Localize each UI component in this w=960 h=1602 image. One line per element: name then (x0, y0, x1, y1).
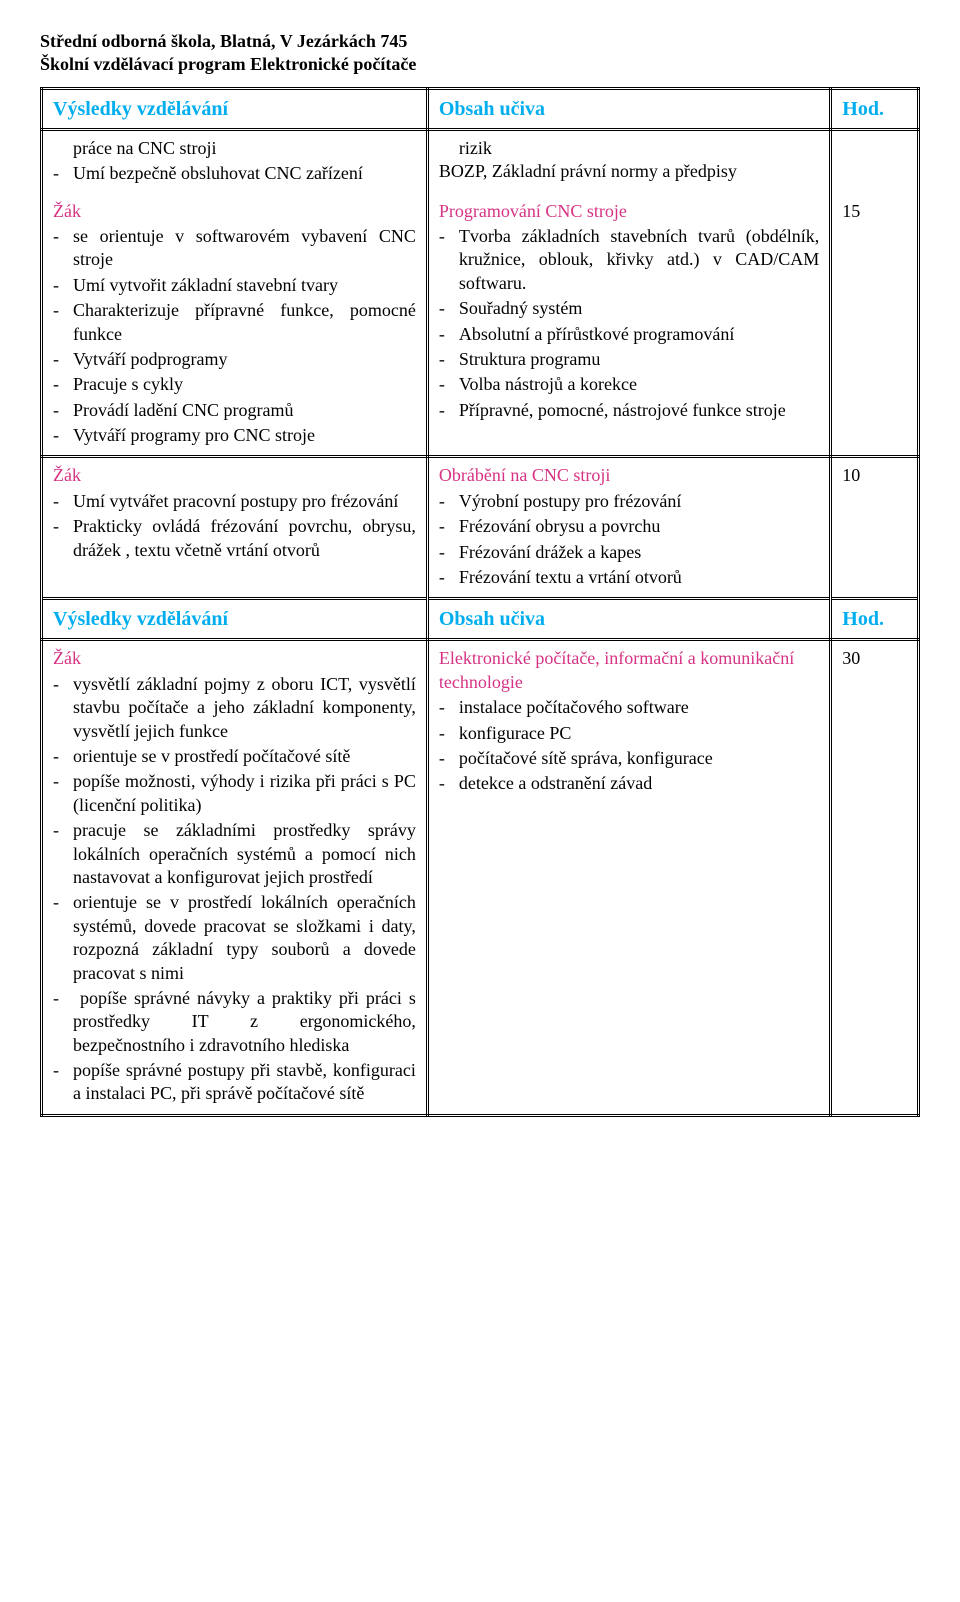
content-cell: Obrábění na CNC stroji Výrobní postupy p… (427, 457, 830, 599)
document-header: Střední odborná škola, Blatná, V Jezárká… (40, 30, 920, 77)
list-item: se orientuje v softwarovém vybavení CNC … (53, 225, 416, 272)
list-item: Vytváří programy pro CNC stroje (53, 424, 416, 447)
content-cell: Elektronické počítače, informační a komu… (427, 640, 830, 1115)
list-item: Pracuje s cykly (53, 373, 416, 396)
zak-label: Žák (53, 464, 416, 487)
results-list: vysvětlí základní pojmy z oboru ICT, vys… (53, 673, 416, 1106)
list-item: Umí vytvořit základní stavební tvary (53, 274, 416, 297)
list-item: Charakterizuje přípravné funkce, pomocné… (53, 299, 416, 346)
content-cell: rizik BOZP, Základní právní normy a před… (427, 129, 830, 193)
header-line-1: Střední odborná škola, Blatná, V Jezárká… (40, 30, 920, 53)
list-item: Frézování drážek a kapes (439, 541, 819, 564)
hours-cell: 10 (831, 457, 919, 599)
hours-cell: 15 (831, 194, 919, 457)
list-item: orientuje se v prostředí počítačové sítě (53, 745, 416, 768)
content-cell: Programování CNC stroje Tvorba základníc… (427, 194, 830, 457)
list-item: popíše správné návyky a praktiky při prá… (53, 987, 416, 1057)
list-item: detekce a odstranění závad (439, 772, 819, 795)
results-list: Umí bezpečně obsluhovat CNC zařízení (53, 162, 416, 185)
hours-cell (831, 129, 919, 193)
list-item: počítačové sítě správa, konfigurace (439, 747, 819, 770)
col-header-content: Obsah učiva (427, 599, 830, 640)
curriculum-table: Výsledky vzdělávání Obsah učiva Hod. prá… (40, 87, 920, 1117)
col-header-results: Výsledky vzdělávání (42, 88, 428, 129)
results-cell: Žák se orientuje v softwarovém vybavení … (42, 194, 428, 457)
content-title: Programování CNC stroje (439, 200, 819, 223)
results-cell: práce na CNC stroji Umí bezpečně obsluho… (42, 129, 428, 193)
prev-continuation: práce na CNC stroji (53, 137, 416, 160)
table-row: Žák Umí vytvářet pracovní postupy pro fr… (42, 457, 919, 599)
results-list: se orientuje v softwarovém vybavení CNC … (53, 225, 416, 448)
table-row: Žák vysvětlí základní pojmy z oboru ICT,… (42, 640, 919, 1115)
content-list: Výrobní postupy pro frézování Frézování … (439, 490, 819, 590)
col-header-hours: Hod. (831, 88, 919, 129)
list-item: Tvorba základních stavebních tvarů (obdé… (439, 225, 819, 295)
hours-cell: 30 (831, 640, 919, 1115)
list-item: pracuje se základními prostředky správy … (53, 819, 416, 889)
list-item: konfigurace PC (439, 722, 819, 745)
content-text: BOZP, Základní právní normy a předpisy (439, 160, 819, 183)
content-title: Elektronické počítače, informační a komu… (439, 647, 819, 694)
list-item: orientuje se v prostředí lokálních opera… (53, 891, 416, 985)
results-list: Umí vytvářet pracovní postupy pro frézov… (53, 490, 416, 562)
table-header-row: Výsledky vzdělávání Obsah učiva Hod. (42, 599, 919, 640)
list-item: Umí vytvářet pracovní postupy pro frézov… (53, 490, 416, 513)
list-item: Absolutní a přírůstkové programování (439, 323, 819, 346)
list-item: popíše možnosti, výhody i rizika při prá… (53, 770, 416, 817)
list-item: Provádí ladění CNC programů (53, 399, 416, 422)
list-item: Frézování textu a vrtání otvorů (439, 566, 819, 589)
list-item: Výrobní postupy pro frézování (439, 490, 819, 513)
prev-continuation-right: rizik (439, 137, 819, 160)
table-row: práce na CNC stroji Umí bezpečně obsluho… (42, 129, 919, 193)
col-header-results: Výsledky vzdělávání (42, 599, 428, 640)
list-item: Struktura programu (439, 348, 819, 371)
list-item: popíše správné postupy při stavbě, konfi… (53, 1059, 416, 1106)
content-title: Obrábění na CNC stroji (439, 464, 819, 487)
list-item: instalace počítačového software (439, 696, 819, 719)
table-header-row: Výsledky vzdělávání Obsah učiva Hod. (42, 88, 919, 129)
results-cell: Žák Umí vytvářet pracovní postupy pro fr… (42, 457, 428, 599)
zak-label: Žák (53, 200, 416, 223)
col-header-content: Obsah učiva (427, 88, 830, 129)
content-list: Tvorba základních stavebních tvarů (obdé… (439, 225, 819, 422)
list-item: Přípravné, pomocné, nástrojové funkce st… (439, 399, 819, 422)
list-item: Prakticky ovládá frézování povrchu, obry… (53, 515, 416, 562)
list-item: Souřadný systém (439, 297, 819, 320)
col-header-hours: Hod. (831, 599, 919, 640)
zak-label: Žák (53, 647, 416, 670)
list-item: vysvětlí základní pojmy z oboru ICT, vys… (53, 673, 416, 743)
list-item: Volba nástrojů a korekce (439, 373, 819, 396)
results-cell: Žák vysvětlí základní pojmy z oboru ICT,… (42, 640, 428, 1115)
list-item: Frézování obrysu a povrchu (439, 515, 819, 538)
list-item: Umí bezpečně obsluhovat CNC zařízení (53, 162, 416, 185)
header-line-2: Školní vzdělávací program Elektronické p… (40, 53, 920, 76)
list-item: Vytváří podprogramy (53, 348, 416, 371)
content-list: instalace počítačového software konfigur… (439, 696, 819, 796)
table-row: Žák se orientuje v softwarovém vybavení … (42, 194, 919, 457)
